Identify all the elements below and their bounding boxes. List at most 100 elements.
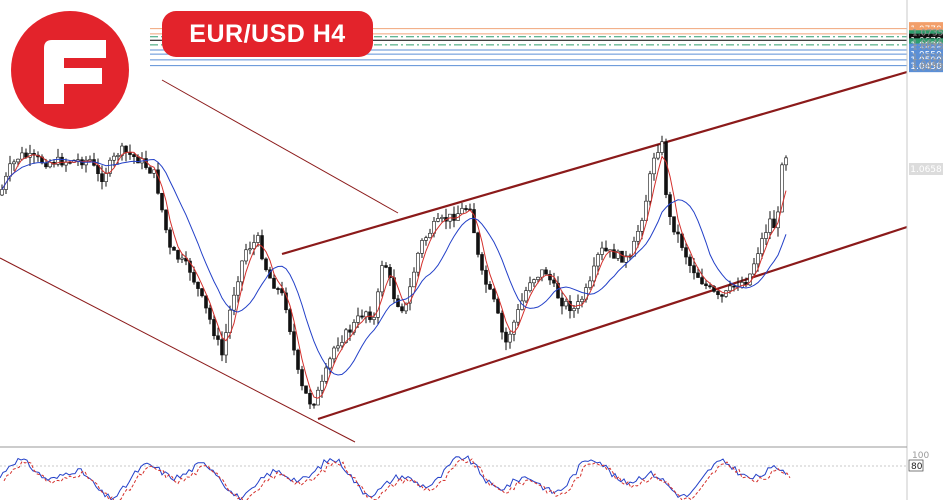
candle-body	[708, 285, 712, 288]
candle-body	[412, 271, 416, 288]
candle-body	[108, 159, 112, 174]
moving-averages	[1, 151, 787, 399]
candle-body	[12, 161, 16, 165]
candle-body	[772, 218, 776, 229]
oscillator-level-label: 80	[911, 462, 923, 472]
candle-body	[600, 247, 604, 255]
candle-body	[700, 277, 704, 285]
candle-body	[200, 288, 204, 297]
candle-body	[656, 152, 660, 159]
candle-body	[640, 220, 644, 232]
candle-body	[400, 306, 404, 312]
candle-body	[720, 294, 724, 297]
candle-body	[112, 155, 116, 161]
candle-body	[652, 157, 656, 175]
candle-body	[328, 358, 332, 369]
chart-title: EUR/USD H4	[162, 11, 373, 57]
candle-body	[560, 297, 564, 307]
candle-body	[216, 335, 220, 340]
candle-body	[348, 329, 352, 333]
candle-body	[604, 247, 608, 252]
candle-body	[308, 393, 312, 405]
candle-body	[312, 403, 316, 406]
candle-body	[528, 282, 532, 291]
candle-body	[692, 265, 696, 274]
candle-body	[784, 157, 788, 166]
oscillator-signal-line	[3, 458, 791, 500]
axis-tick-label: 1.0735	[912, 29, 944, 39]
candle-body	[460, 208, 464, 215]
candle-body	[436, 218, 440, 222]
candle-body	[536, 276, 540, 280]
candle-body	[336, 345, 340, 349]
candle-body	[776, 211, 780, 229]
candle-body	[592, 265, 596, 282]
candle-body	[172, 247, 176, 251]
candle-body	[524, 290, 528, 302]
candle-body	[512, 321, 516, 335]
candle-body	[192, 272, 196, 283]
candle-body	[680, 233, 684, 248]
candle-body	[240, 260, 244, 283]
candle-body	[420, 240, 424, 254]
candle-body	[440, 217, 444, 219]
candle-body	[244, 249, 248, 262]
candle-body	[300, 369, 304, 387]
candle-body	[276, 288, 280, 290]
candle-body	[620, 250, 624, 263]
candle-body	[232, 294, 236, 311]
candle-body	[484, 269, 488, 285]
candle-body	[732, 285, 736, 288]
trend-line	[317, 225, 908, 421]
candle-body	[264, 258, 268, 271]
candle-body	[168, 229, 172, 248]
axis-tick-label: 1.0615	[912, 43, 944, 53]
candle-body	[568, 300, 572, 312]
candle-body	[100, 173, 104, 182]
candles	[0, 135, 788, 410]
candle-body	[196, 281, 200, 289]
candle-body	[164, 209, 168, 231]
candle-body	[356, 315, 360, 323]
axis-tick-label: 1.0645	[912, 39, 944, 49]
candle-body	[684, 247, 688, 258]
candle-body	[472, 209, 476, 234]
axis-tick-label: 1.0465	[912, 60, 944, 70]
candle-body	[672, 216, 676, 233]
candle-body	[752, 263, 756, 275]
candle-body	[756, 253, 760, 265]
trend-line	[0, 257, 356, 443]
candle-body	[332, 347, 336, 360]
price-axis: 1.07701.07251.07001.06701.06301.05851.05…	[906, 0, 944, 500]
candle-body	[124, 145, 128, 153]
candle-body	[188, 260, 192, 273]
candle-body	[552, 279, 556, 284]
candle-body	[220, 339, 224, 356]
candle-body	[508, 333, 512, 343]
candle-body	[500, 312, 504, 333]
candle-body	[296, 349, 300, 370]
candle-body	[396, 298, 400, 307]
brand-logo-icon	[10, 10, 130, 130]
candle-body	[204, 295, 208, 309]
candle-body	[760, 238, 764, 255]
candle-body	[224, 332, 228, 356]
candle-body	[624, 255, 628, 263]
candle-body	[544, 269, 548, 275]
candle-body	[476, 232, 480, 255]
candle-body	[384, 265, 388, 268]
candle-body	[660, 141, 664, 153]
candle-body	[388, 267, 392, 278]
candle-body	[768, 218, 772, 233]
candle-body	[616, 250, 620, 259]
candle-body	[516, 309, 520, 323]
candle-body	[488, 284, 492, 290]
candle-body	[24, 152, 28, 158]
candle-body	[304, 385, 308, 394]
candle-body	[496, 298, 500, 314]
price-tag-label: 1.0450	[910, 62, 942, 72]
candle-body	[288, 309, 292, 332]
current-price-label: 1.0658	[910, 165, 942, 175]
